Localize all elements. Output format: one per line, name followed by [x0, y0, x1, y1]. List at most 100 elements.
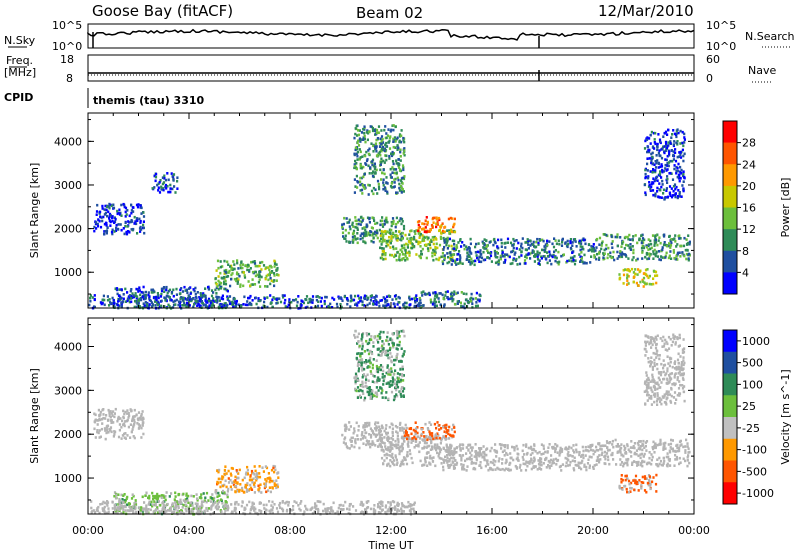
power-cell	[368, 302, 371, 305]
power-cell	[379, 168, 382, 172]
velocity-cell	[370, 372, 373, 375]
velocity-cell	[429, 454, 432, 458]
power-cell	[378, 239, 381, 243]
power-cell	[398, 140, 401, 144]
velocity-cell	[354, 375, 357, 379]
power-cell	[157, 294, 160, 297]
velocity-cell	[258, 502, 261, 505]
cpid-label: CPID	[4, 91, 33, 104]
power-cell	[190, 298, 193, 301]
velocity-cell	[410, 503, 414, 507]
power-cell	[395, 159, 398, 162]
velocity-cell	[256, 512, 259, 515]
power-cell	[489, 254, 493, 258]
velocity-cell	[215, 504, 218, 508]
velocity-cell	[196, 502, 199, 506]
power-cell	[674, 159, 678, 163]
power-cell	[536, 250, 539, 253]
power-cell	[404, 253, 407, 256]
power-cell	[350, 299, 353, 302]
velocity-cell	[129, 408, 132, 411]
power-cell	[194, 292, 197, 296]
velocity-cell	[127, 502, 130, 505]
power-cell	[450, 258, 453, 261]
power-cell	[484, 258, 487, 262]
power-cell	[446, 296, 449, 299]
power-cell	[235, 302, 238, 306]
power-cell	[341, 299, 344, 302]
power-cell	[100, 216, 103, 219]
velocity-cell	[381, 340, 384, 343]
velocity-cell	[344, 500, 347, 504]
power-cell	[677, 155, 681, 158]
power-cell	[671, 133, 674, 136]
velocity-cell	[316, 507, 320, 511]
power-cell	[648, 252, 651, 255]
velocity-cell	[113, 433, 116, 436]
velocity-cell	[440, 437, 443, 440]
power-cell	[680, 195, 683, 198]
power-cell	[626, 274, 629, 278]
power-cell	[550, 262, 553, 266]
power-cell	[441, 229, 445, 233]
velocity-cell	[393, 443, 396, 447]
power-cell	[118, 288, 121, 291]
power-cell	[118, 213, 122, 216]
power-cell	[675, 185, 678, 189]
power-cell	[431, 254, 434, 258]
velocity-cell	[171, 502, 174, 505]
velocity-cell	[123, 499, 126, 502]
power-cell	[421, 222, 424, 225]
velocity-cell	[349, 438, 352, 442]
power-cell	[389, 135, 392, 138]
power-cell	[396, 144, 399, 147]
power-cell	[220, 281, 223, 285]
velocity-cell	[450, 428, 454, 431]
power-cell	[385, 145, 388, 148]
power-cell	[368, 130, 371, 134]
power-cell	[422, 227, 425, 230]
velocity-cell	[273, 482, 276, 485]
power-cell	[418, 236, 421, 239]
velocity-cell	[138, 506, 141, 510]
velocity-cell	[437, 454, 440, 458]
power-cell	[390, 152, 393, 155]
velocity-cell	[527, 446, 530, 450]
power-cell	[182, 296, 185, 300]
power-cell	[674, 195, 677, 199]
power-cell	[670, 187, 673, 190]
power-cell	[554, 256, 557, 259]
velocity-cell	[132, 435, 135, 438]
velocity-cell	[119, 417, 122, 420]
power-cell	[676, 175, 679, 179]
power-cell	[390, 224, 393, 228]
power-cell	[358, 129, 361, 132]
velocity-cell	[382, 347, 385, 350]
velocity-cell	[374, 433, 377, 437]
power-cell	[223, 280, 226, 284]
power-cell	[271, 270, 274, 273]
power-cell	[172, 300, 175, 303]
velocity-cell	[271, 500, 274, 504]
velocity-cell	[174, 495, 177, 498]
velocity-cell	[227, 469, 230, 473]
velocity-cell	[405, 426, 408, 430]
power-cell	[678, 237, 681, 240]
velocity-cell	[101, 422, 104, 425]
power-cell	[172, 173, 176, 176]
cpid-text: themis (tau) 3310	[93, 94, 205, 107]
power-cell	[372, 232, 375, 236]
power-cell	[363, 226, 366, 229]
velocity-cell	[359, 396, 362, 399]
power-cell	[649, 187, 652, 191]
velocity-cell	[399, 391, 402, 394]
velocity-cell	[356, 396, 359, 399]
power-cell	[378, 187, 381, 191]
power-cell	[660, 156, 664, 160]
velocity-cell	[554, 450, 557, 454]
power-cell	[358, 297, 361, 300]
velocity-cell	[254, 511, 257, 515]
power-cell	[581, 238, 584, 242]
power-cell	[443, 238, 446, 242]
velocity-cell	[354, 372, 358, 376]
